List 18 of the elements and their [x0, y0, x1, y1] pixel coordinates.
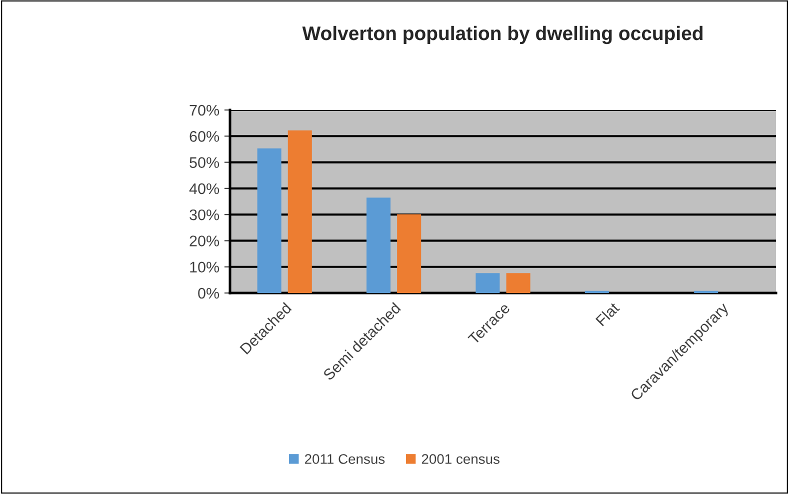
x-tick-label: Flat [595, 301, 620, 326]
y-tick-label: 10% [190, 262, 220, 273]
legend-label: 2011 Census [304, 454, 385, 464]
bar [257, 148, 282, 293]
y-tick-label: 50% [190, 157, 220, 168]
y-tick-label: 30% [190, 209, 220, 220]
bar [506, 273, 530, 293]
chart-title: Wolverton population by dwelling occupied [302, 26, 702, 44]
bar [366, 198, 391, 293]
bar [288, 130, 312, 293]
y-tick-label: 60% [190, 131, 220, 142]
y-tick-label: 70% [190, 104, 220, 116]
y-tick-label: 20% [190, 236, 220, 246]
y-tick-label: 40% [189, 183, 220, 194]
bar [476, 273, 500, 293]
legend-label: 2001 census [422, 454, 500, 464]
y-tick-label: 0% [198, 288, 220, 299]
bar [397, 214, 422, 293]
